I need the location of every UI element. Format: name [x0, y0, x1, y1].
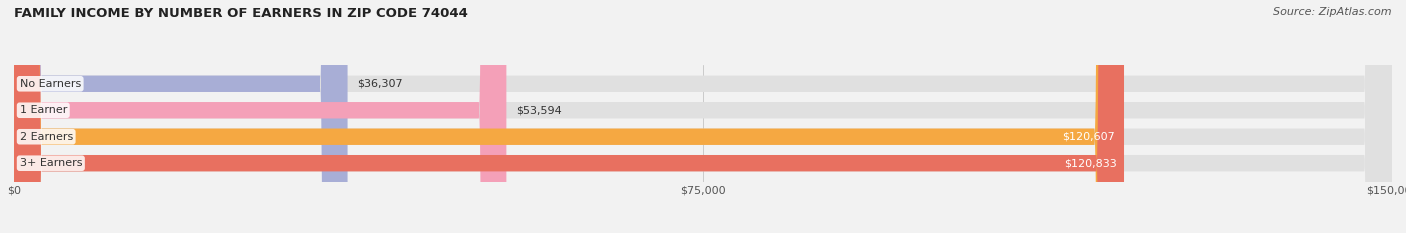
- FancyBboxPatch shape: [14, 0, 1123, 233]
- Text: 3+ Earners: 3+ Earners: [20, 158, 82, 168]
- FancyBboxPatch shape: [14, 0, 1392, 233]
- Text: Source: ZipAtlas.com: Source: ZipAtlas.com: [1274, 7, 1392, 17]
- Text: $36,307: $36,307: [357, 79, 404, 89]
- Text: 1 Earner: 1 Earner: [20, 105, 67, 115]
- FancyBboxPatch shape: [14, 0, 1122, 233]
- FancyBboxPatch shape: [14, 0, 506, 233]
- Text: $53,594: $53,594: [516, 105, 562, 115]
- FancyBboxPatch shape: [14, 0, 1392, 233]
- Text: FAMILY INCOME BY NUMBER OF EARNERS IN ZIP CODE 74044: FAMILY INCOME BY NUMBER OF EARNERS IN ZI…: [14, 7, 468, 20]
- Text: $120,607: $120,607: [1063, 132, 1115, 142]
- Text: 2 Earners: 2 Earners: [20, 132, 73, 142]
- FancyBboxPatch shape: [14, 0, 347, 233]
- FancyBboxPatch shape: [14, 0, 1392, 233]
- Text: $120,833: $120,833: [1064, 158, 1118, 168]
- Text: No Earners: No Earners: [20, 79, 80, 89]
- FancyBboxPatch shape: [14, 0, 1392, 233]
